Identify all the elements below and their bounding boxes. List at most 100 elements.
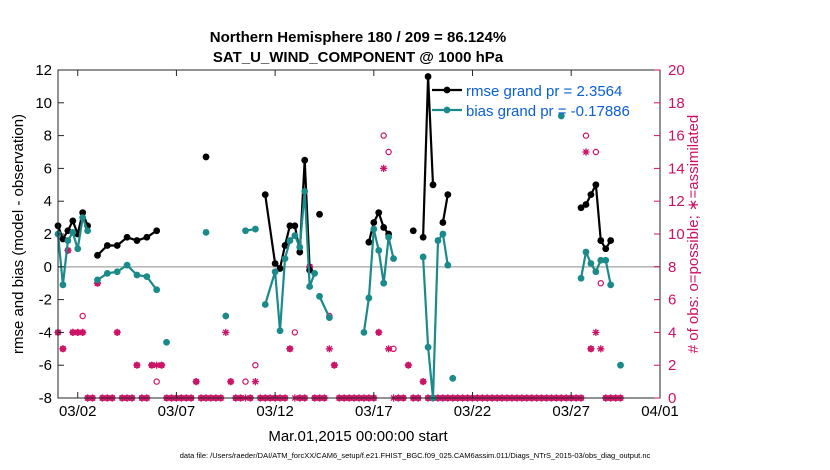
footnote: data file: /Users/raeder/DAI/ATM_forcXX/… — [180, 451, 651, 460]
obs-assimilated-marker — [192, 378, 200, 386]
legend-bias-label: bias grand pr = -0.17886 — [466, 103, 630, 120]
chart-subtitle: SAT_U_WIND_COMPONENT @ 1000 hPa — [213, 49, 504, 66]
obs-assimilated-marker — [587, 345, 595, 353]
bias-point — [424, 343, 432, 351]
rmse-point — [291, 222, 299, 230]
legend-bias-marker — [443, 106, 451, 114]
bias-point — [64, 237, 72, 244]
y-tick-label: 8 — [44, 128, 52, 145]
obs-possible-marker — [597, 280, 604, 287]
bias-point — [222, 312, 230, 320]
y-right-tick-label: 18 — [668, 95, 685, 112]
bias-point — [153, 286, 161, 294]
y-tick-label: 4 — [44, 193, 52, 210]
rmse-point — [296, 248, 304, 256]
bias-point — [286, 237, 294, 244]
obs-possible-marker — [252, 362, 259, 369]
obs-assimilated-marker — [227, 378, 235, 386]
obs-assimilated-marker — [113, 328, 121, 336]
rmse-point — [419, 233, 427, 241]
obs-assimilated-marker — [133, 361, 141, 369]
bias-point — [281, 255, 289, 262]
obs-assimilated-marker — [148, 361, 156, 369]
bias-point — [59, 281, 67, 289]
y-right-tick-label: 2 — [668, 357, 676, 374]
bias-point — [143, 273, 151, 281]
bias-point — [133, 271, 141, 279]
rmse-point — [409, 227, 417, 235]
x-tick-label: 03/12 — [256, 403, 294, 420]
legend: rmse grand pr = 2.3564 bias grand pr = -… — [432, 83, 630, 120]
obs-assimilated-marker — [74, 328, 82, 336]
bias-point — [113, 268, 121, 276]
obs-possible-marker — [582, 132, 590, 139]
bias-point — [380, 279, 388, 287]
rmse-point — [286, 222, 294, 230]
y-tick-label: 10 — [35, 95, 52, 112]
bias-point — [79, 214, 87, 222]
bias-point — [577, 274, 585, 282]
bias-point — [316, 292, 323, 300]
y-axis-left-ticks: -8 -6 -4 -2 0 2 4 6 8 10 12 — [35, 62, 64, 407]
obs-assimilated-marker — [222, 328, 230, 336]
series-lines — [54, 73, 624, 402]
y-right-tick-label: 12 — [668, 193, 685, 210]
obs-possible-marker — [242, 378, 249, 385]
bias-point — [434, 237, 442, 244]
rmse-point — [444, 191, 452, 199]
bias-point — [385, 233, 393, 241]
rmse-point — [123, 233, 131, 241]
bias-point — [301, 187, 309, 195]
bias-point — [390, 255, 397, 262]
obs-assimilated-marker — [59, 345, 67, 353]
legend-rmse-label: rmse grand pr = 2.3564 — [466, 83, 622, 100]
rmse-point — [577, 204, 585, 212]
obs-assimilated-marker — [404, 361, 412, 369]
bias-point — [306, 283, 314, 290]
chart-title: Northern Hemisphere 180 / 209 = 86.124% — [210, 29, 506, 46]
rmse-point — [69, 217, 77, 225]
bias-point — [360, 329, 368, 336]
y-right-tick-label: 20 — [668, 62, 685, 79]
rmse-point — [153, 227, 161, 235]
y-right-tick-label: 16 — [668, 128, 685, 145]
x-tick-label: 04/01 — [641, 403, 679, 420]
rmse-point — [587, 191, 595, 199]
obs-assimilated-marker — [69, 328, 77, 336]
x-tick-label: 03/02 — [59, 403, 97, 420]
bias-point — [242, 227, 249, 235]
rmse-point — [592, 181, 600, 189]
bias-point — [557, 112, 565, 120]
rmse-point — [316, 210, 323, 218]
rmse-point — [276, 265, 284, 272]
y-right-tick-label: 14 — [668, 160, 685, 177]
obs-assimilated-marker — [582, 148, 590, 156]
bias-point — [607, 281, 615, 289]
rmse-point — [602, 245, 610, 253]
y-tick-label: 0 — [44, 259, 52, 276]
obs-possible-marker — [291, 329, 299, 336]
rmse-point — [301, 156, 309, 164]
bias-point — [74, 245, 82, 253]
obs-possible-marker — [592, 148, 600, 156]
rmse-point — [113, 242, 121, 249]
obs-assimilated-marker — [64, 246, 72, 254]
obs-assimilated-marker — [419, 378, 427, 386]
rmse-point — [380, 224, 388, 231]
y-tick-label: -2 — [39, 292, 52, 309]
bias-point — [291, 232, 299, 240]
obs-assimilated-marker — [375, 328, 383, 336]
obs-assimilated-marker — [286, 345, 294, 353]
rmse-point — [375, 209, 383, 217]
x-axis-label: Mar.01,2015 00:00:00 start — [268, 428, 448, 445]
bias-point — [592, 268, 600, 276]
rmse-point — [424, 73, 432, 80]
rmse-point — [79, 209, 87, 217]
y-tick-label: -8 — [39, 390, 52, 407]
x-tick-label: 03/17 — [355, 403, 393, 420]
obs-possible-marker — [153, 378, 160, 385]
x-axis-ticks: 03/02 03/07 03/12 03/17 03/22 03/27 04/01 — [59, 70, 679, 420]
rmse-point — [261, 191, 269, 199]
bias-point — [365, 294, 373, 302]
bias-point — [311, 269, 318, 277]
